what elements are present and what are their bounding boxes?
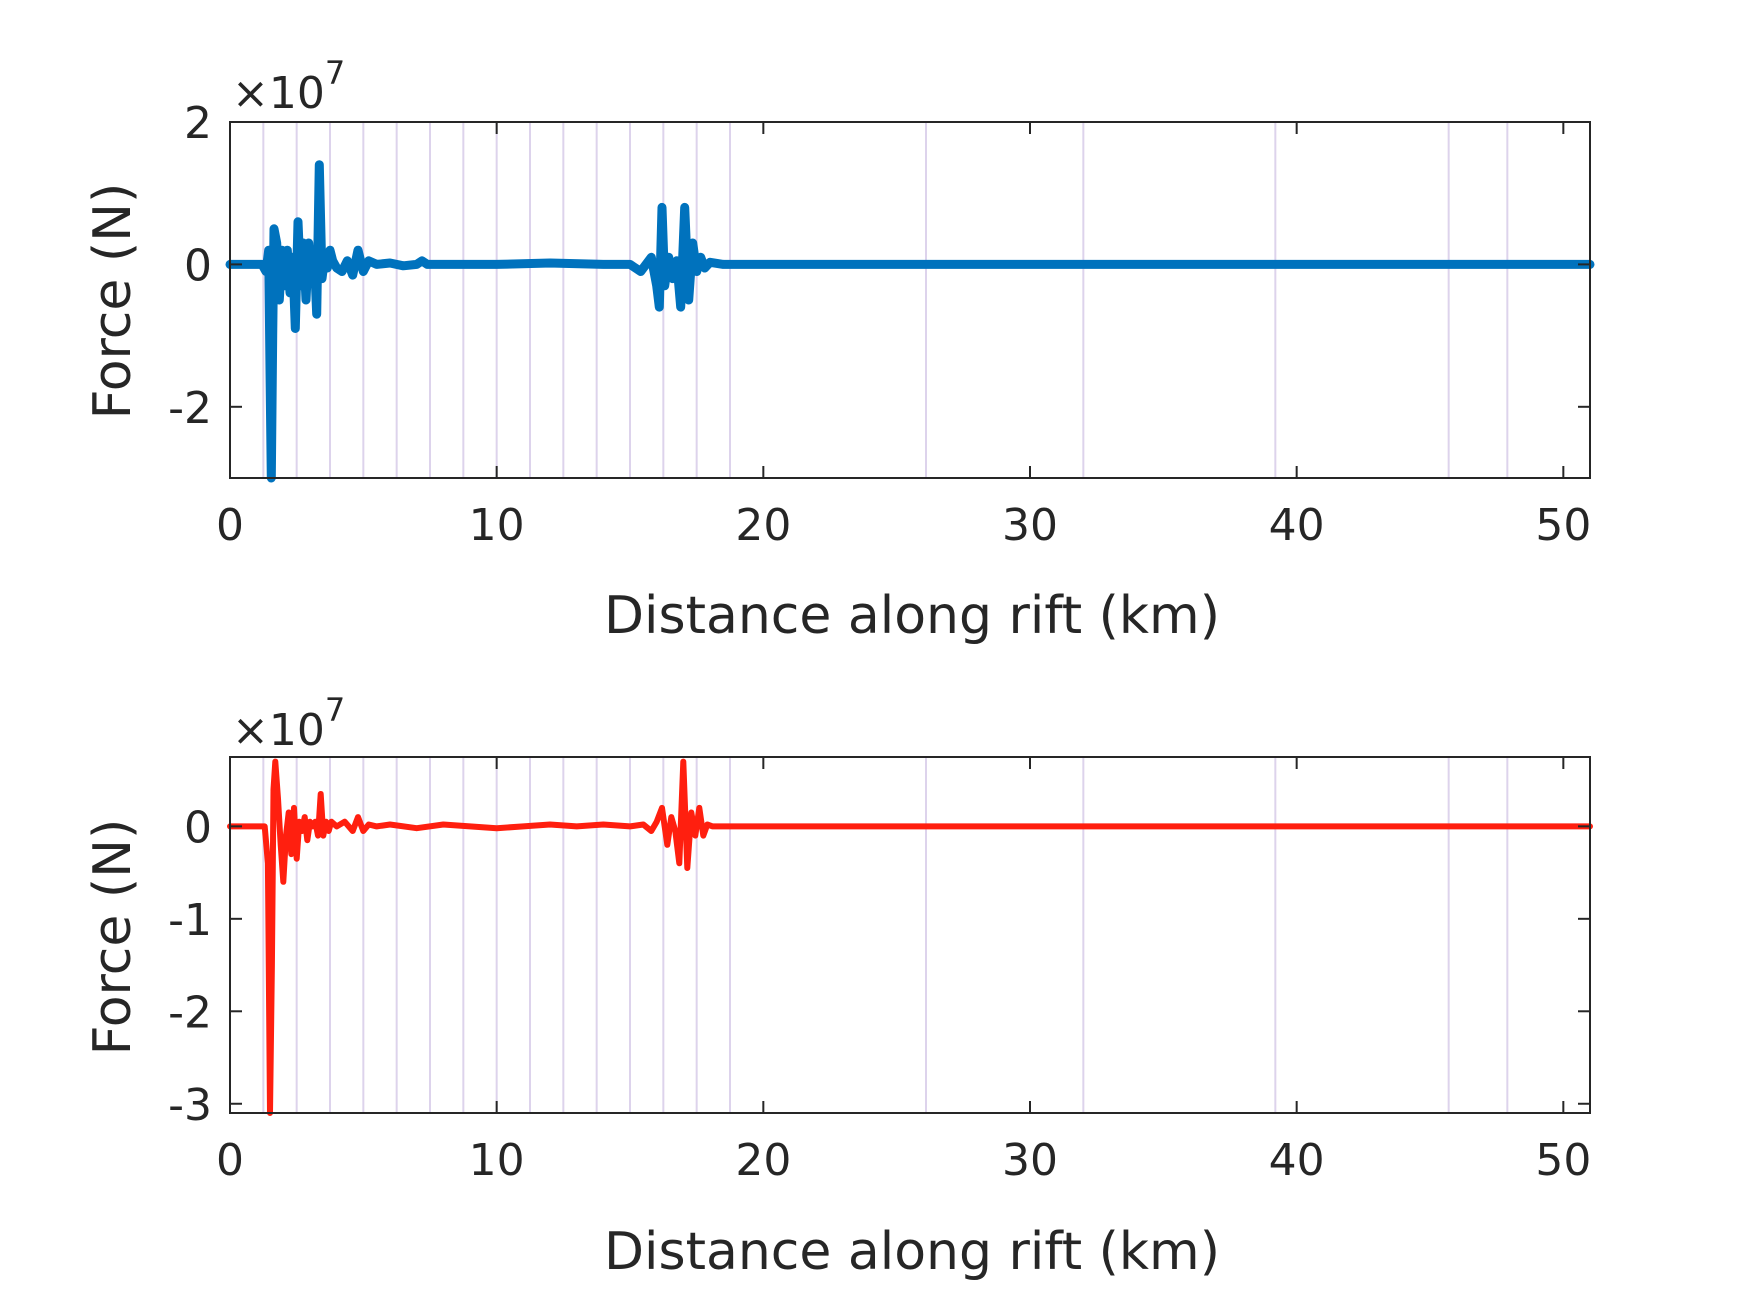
top-y-tick-label: 0 [184, 240, 212, 291]
top-y-exponent: ×107 [232, 54, 345, 119]
top-x-tick-labels: 0 10 20 30 40 50 [216, 500, 1591, 551]
top-y-tick-labels: -2 0 2 [168, 98, 212, 434]
bottom-x-tick-labels: 0 10 20 30 40 50 [216, 1135, 1591, 1186]
bottom-y-tick-label: -1 [168, 895, 212, 946]
top-axes-frame [229, 121, 1591, 479]
bottom-y-tick-label: -2 [168, 987, 212, 1038]
bottom-x-axis-label: Distance along rift (km) [604, 1222, 1220, 1282]
top-y-axis-label: Force (N) [83, 183, 143, 420]
bottom-x-tick-label: 20 [735, 1135, 791, 1186]
bottom-x-tick-label: 50 [1535, 1135, 1591, 1186]
bottom-event-lines [262, 757, 1509, 1113]
top-x-tick-label: 50 [1535, 500, 1591, 551]
bottom-series-line [227, 758, 1593, 1116]
top-x-tick-label: 40 [1269, 500, 1325, 551]
top-x-tick-label: 0 [216, 500, 244, 551]
top-series-group [225, 160, 1595, 483]
bottom-y-tick-labels: -3 -2 -1 0 [168, 802, 212, 1130]
bottom-chart-panel: 0 10 20 30 40 50 -3 -2 -1 0 ×107 Distance along … [83, 691, 1593, 1282]
bottom-y-tick-label: -3 [168, 1080, 212, 1131]
bottom-x-tick-label: 30 [1002, 1135, 1058, 1186]
bottom-x-tick-label: 40 [1269, 1135, 1325, 1186]
top-series-line [225, 160, 1595, 483]
top-x-tick-label: 10 [469, 500, 525, 551]
bottom-x-tick-label: 10 [469, 1135, 525, 1186]
bottom-axes-frame [229, 756, 1591, 1114]
bottom-y-exponent: ×107 [232, 691, 345, 756]
bottom-y-axis-label: Force (N) [83, 819, 143, 1056]
top-axes [229, 121, 1591, 479]
top-x-tick-label: 20 [735, 500, 791, 551]
top-x-tick-label: 30 [1002, 500, 1058, 551]
top-y-tick-label: 2 [184, 98, 212, 149]
top-chart-panel: 0 10 20 30 40 50 -2 0 2 ×107 Distance along rif… [83, 54, 1595, 646]
top-x-axis-label: Distance along rift (km) [604, 586, 1220, 646]
bottom-y-tick-label: 0 [184, 802, 212, 853]
top-y-tick-label: -2 [168, 383, 212, 434]
bottom-x-tick-label: 0 [216, 1135, 244, 1186]
top-event-lines [262, 122, 1509, 478]
bottom-series-group [227, 758, 1593, 1116]
bottom-axes [229, 756, 1591, 1114]
